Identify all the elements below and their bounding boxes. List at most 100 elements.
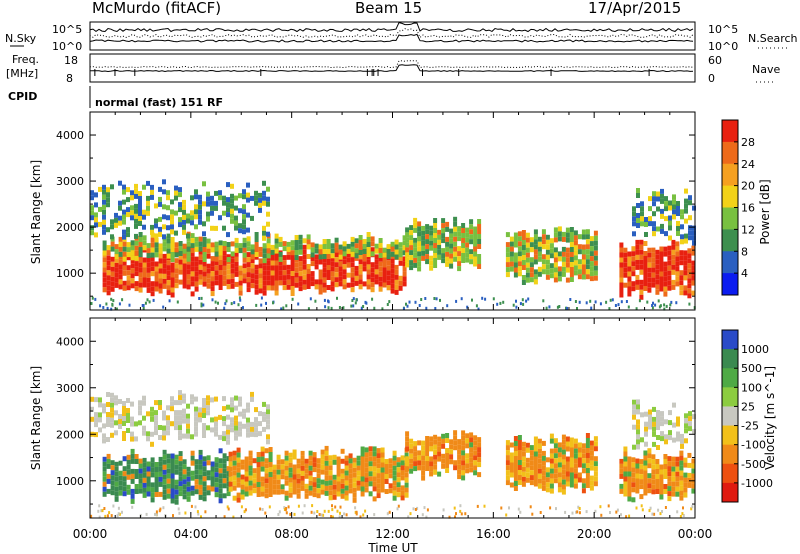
power-cell (581, 244, 586, 250)
vel-cell (186, 486, 191, 492)
power-cell (565, 277, 570, 283)
power-cell (250, 283, 255, 289)
power-cell (366, 252, 371, 257)
vel-cell (445, 433, 450, 438)
power-cell (362, 239, 367, 244)
power-cell (122, 219, 126, 225)
power-cell (310, 276, 315, 282)
power-speckle (675, 301, 678, 305)
trace-line (89, 64, 694, 73)
vel-cell (266, 404, 270, 410)
vel-cell (102, 466, 107, 472)
vel-cell (102, 433, 106, 439)
vel-cell (154, 482, 159, 487)
vel-cell (114, 471, 119, 477)
power-cell (334, 247, 339, 253)
power-cell (162, 273, 167, 279)
power-speckle (211, 298, 214, 302)
power-cell (294, 250, 299, 255)
power-cell (90, 195, 94, 201)
vel-cell (138, 405, 142, 411)
power-cell (557, 276, 562, 282)
power-cell (306, 239, 311, 245)
power-cell (684, 238, 688, 244)
power-cell (623, 272, 628, 278)
vel-cell (577, 472, 582, 478)
vel-cell (627, 481, 632, 487)
power-cell (150, 184, 154, 190)
vel-speckle (676, 510, 679, 514)
vel-cell (122, 491, 127, 497)
vel-cell (541, 440, 546, 446)
vel-cell (413, 461, 418, 467)
vel-cell (664, 419, 668, 425)
power-speckle (118, 302, 121, 306)
power-cell (258, 258, 263, 264)
vel-cell (170, 406, 174, 412)
vel-cell (465, 433, 470, 439)
vel-cell (130, 453, 135, 459)
power-cell (246, 246, 251, 252)
vel-cell (316, 468, 321, 474)
power-cell (134, 193, 138, 199)
power-cell (623, 247, 628, 253)
power-cell (623, 257, 628, 263)
power-speckle (91, 296, 94, 300)
power-cell (166, 275, 171, 281)
power-cell (194, 261, 199, 267)
vel-cell (404, 472, 409, 478)
vel-cell (182, 479, 187, 485)
vel-cell (636, 429, 640, 435)
vel-cell (178, 425, 182, 431)
power-cell (298, 256, 303, 262)
vel-cell (308, 490, 313, 496)
power-cell (262, 200, 266, 206)
vel-cell (631, 482, 636, 488)
power-cell (142, 214, 146, 220)
vel-cell (170, 458, 175, 464)
power-cell (664, 216, 668, 222)
power-cell (178, 192, 182, 198)
power-cell (593, 245, 598, 251)
vel-cell (380, 447, 385, 453)
vel-cell (166, 415, 170, 421)
power-cell (102, 194, 106, 200)
vel-cell (238, 401, 242, 407)
vel-cell (469, 452, 474, 458)
power-cell (569, 262, 574, 267)
vel-cell (276, 474, 281, 480)
vel-cell (675, 481, 680, 487)
vel-cell (425, 456, 430, 461)
power-cell (631, 251, 636, 257)
power-cell (465, 242, 470, 248)
vel-cell (541, 450, 546, 456)
power-cell (529, 247, 534, 253)
power-cell (390, 263, 395, 269)
power-cell (298, 239, 303, 245)
vel-cell (154, 415, 158, 421)
vel-cell (445, 468, 450, 473)
power-cell (382, 267, 387, 273)
vel-cell (206, 410, 210, 416)
power-cell (218, 265, 223, 270)
power-cell (573, 245, 578, 251)
vel-cell (376, 478, 381, 484)
vel-cell (138, 458, 143, 464)
power-cell (294, 262, 299, 268)
power-speckle (502, 300, 505, 304)
power-cell (390, 251, 395, 257)
power-cell (322, 244, 327, 249)
vel-speckle (100, 509, 103, 513)
vel-cell (122, 456, 127, 462)
power-cell (672, 214, 676, 220)
vel-cell (332, 454, 337, 460)
power-cell (134, 245, 139, 251)
vel-cell (671, 476, 676, 482)
vel-cell (513, 461, 518, 466)
power-cell (118, 180, 122, 186)
vel-cell (384, 479, 389, 484)
vel-cell (146, 466, 151, 472)
power-cell (358, 240, 363, 245)
power-cell (230, 263, 235, 269)
power-colorbar-label-0: 28 (741, 136, 755, 149)
